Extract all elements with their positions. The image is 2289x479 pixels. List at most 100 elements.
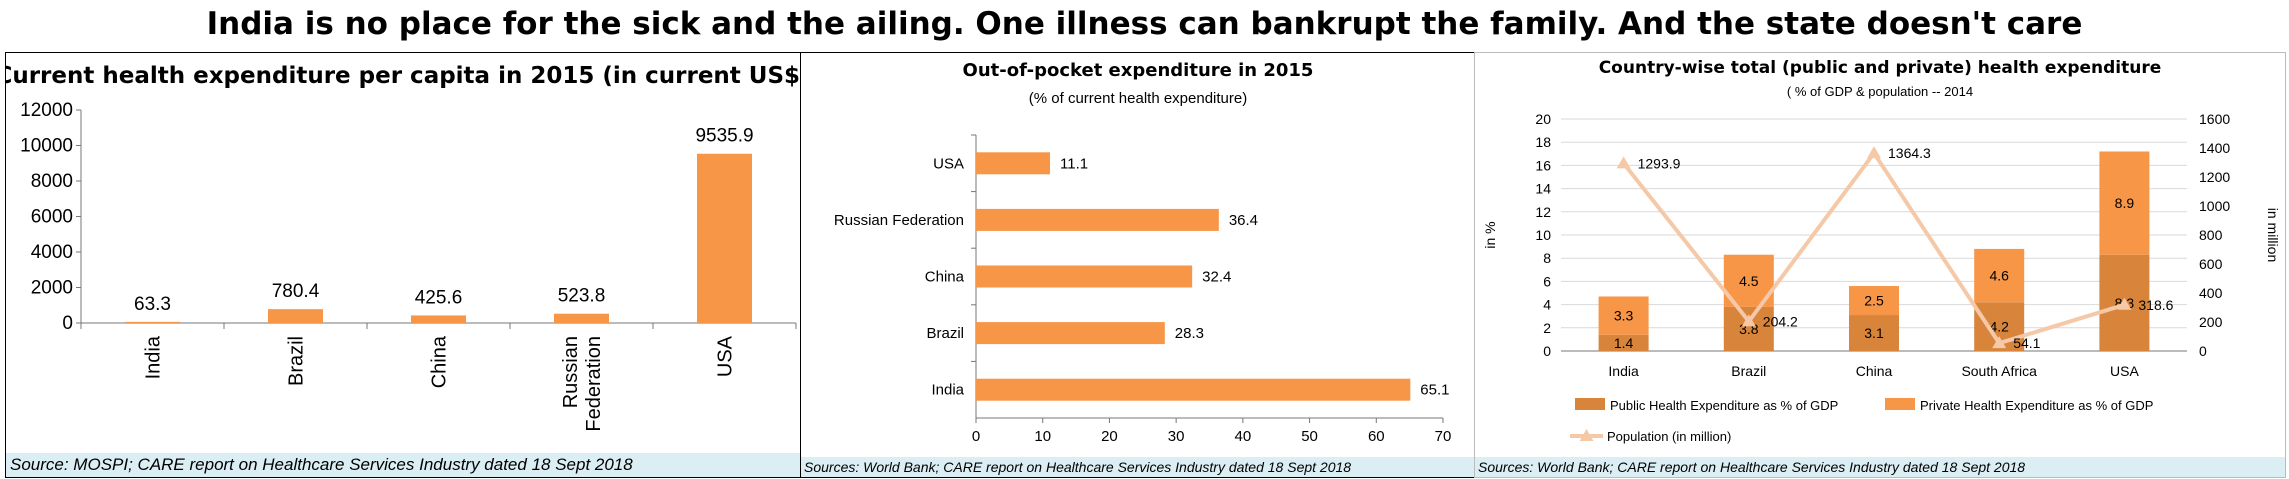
data-label: 36.4 — [1229, 212, 1258, 229]
y-tick-label: 8000 — [31, 171, 73, 192]
chart-panel-out-of-pocket: Out-of-pocket expenditure in 2015 (% of c… — [800, 52, 1476, 478]
data-label: 32.4 — [1202, 269, 1231, 286]
bar — [697, 153, 752, 323]
bar — [976, 152, 1051, 175]
x-tick-label: 70 — [1435, 428, 1452, 445]
x-tick-label: India — [1608, 363, 1639, 379]
bar — [976, 322, 1165, 345]
data-label: 425.6 — [415, 287, 463, 308]
x-tick-label: Brazil — [1731, 363, 1766, 379]
x-tick-label: 30 — [1168, 428, 1185, 445]
y-tick-label: 2000 — [31, 278, 73, 299]
data-label-population: 204.2 — [1763, 313, 1798, 329]
y2-tick-label: 400 — [2199, 285, 2223, 301]
y2-tick-label: 200 — [2199, 314, 2223, 330]
y-tick-label: 2 — [1543, 320, 1551, 336]
y-tick-label: 0 — [1543, 343, 1551, 359]
chart-country-total-expenditure: Country-wise total (public and private) … — [1482, 58, 2281, 444]
data-label-public: 3.1 — [1864, 325, 1884, 341]
chart-subtitle: (% of current health expenditure) — [1029, 90, 1247, 107]
y-tick-label: 4 — [1543, 297, 1551, 313]
legend-label-population: Population (in million) — [1607, 429, 1731, 444]
data-label: 9535.9 — [695, 126, 753, 147]
data-label-private: 8.9 — [2115, 195, 2135, 211]
bar — [411, 315, 466, 323]
x-tick-label: Federation — [583, 336, 605, 432]
source-note: Sources: World Bank; CARE report on Heal… — [801, 457, 1475, 477]
bar — [125, 321, 180, 323]
chart-panel-country-health-expenditure: Country-wise total (public and private) … — [1474, 52, 2286, 478]
data-label-population: 1293.9 — [1638, 155, 1681, 171]
data-label-private: 2.5 — [1864, 293, 1884, 309]
x-tick-label: South Africa — [1961, 363, 2037, 379]
y-tick-label: 10 — [1535, 227, 1551, 243]
x-tick-label: China — [1856, 363, 1893, 379]
x-tick-label: 40 — [1235, 428, 1252, 445]
data-label-private: 4.5 — [1739, 273, 1759, 289]
chart-panel-health-expenditure-per-capita: Current health expenditure per capita in… — [5, 52, 802, 478]
y-tick-label: India — [931, 382, 964, 399]
bar — [976, 208, 1219, 231]
chart-out-of-pocket-expenditure: Out-of-pocket expenditure in 2015 (% of c… — [834, 60, 1452, 445]
data-label-public: 4.2 — [1989, 319, 2009, 335]
y2-tick-label: 1000 — [2199, 198, 2230, 214]
legend-swatch-private — [1885, 398, 1915, 410]
y-tick-label: 8 — [1543, 250, 1551, 266]
population-marker — [1992, 336, 2007, 349]
legend-label-public: Public Health Expenditure as % of GDP — [1610, 398, 1838, 413]
y-axis-label: in % — [1482, 221, 1498, 248]
population-marker — [1741, 314, 1756, 327]
data-label-private: 4.6 — [1989, 268, 2009, 284]
data-label: 780.4 — [272, 281, 320, 302]
data-label: 65.1 — [1420, 382, 1449, 399]
y-tick-label: 6 — [1543, 273, 1551, 289]
bar-private — [1974, 248, 2025, 303]
chart-title: Current health expenditure per capita in… — [6, 63, 801, 89]
data-label: 63.3 — [134, 294, 171, 315]
x-tick-label: China — [429, 335, 451, 388]
data-label-public: 1.4 — [1614, 335, 1634, 351]
x-tick-label: 60 — [1368, 428, 1385, 445]
y-tick-label: 18 — [1535, 134, 1551, 150]
x-tick-label: USA — [2110, 363, 2139, 379]
bar — [976, 378, 1411, 401]
data-label-population: 318.6 — [2138, 297, 2173, 313]
legend-swatch-public — [1575, 398, 1605, 410]
x-tick-label: 0 — [972, 428, 980, 445]
bar — [976, 265, 1193, 288]
x-tick-label: India — [143, 335, 165, 379]
y-tick-label: China — [925, 269, 965, 286]
data-label-population: 1364.3 — [1888, 145, 1931, 161]
x-tick-label: Brazil — [286, 336, 308, 386]
x-tick-label: 50 — [1301, 428, 1318, 445]
y-tick-label: 14 — [1535, 181, 1551, 197]
source-note: Source: MOSPI; CARE report on Healthcare… — [6, 453, 801, 477]
chart-title: Country-wise total (public and private) … — [1599, 58, 2162, 78]
page-title: India is no place for the sick and the a… — [206, 6, 2083, 42]
y-tick-label: 12 — [1535, 204, 1551, 220]
chart-per-capita-expenditure: Current health expenditure per capita in… — [6, 63, 801, 432]
data-label: 523.8 — [558, 286, 606, 307]
bar — [268, 309, 323, 323]
y2-tick-label: 0 — [2199, 343, 2207, 359]
y-tick-label: 4000 — [31, 242, 73, 263]
y-tick-label: 16 — [1535, 157, 1551, 173]
data-label-private: 3.3 — [1614, 308, 1634, 324]
y-tick-label: Russian Federation — [834, 212, 964, 229]
population-marker — [2117, 297, 2132, 310]
bar-private — [2099, 151, 2150, 255]
y-tick-label: USA — [933, 155, 964, 172]
x-tick-label: 10 — [1034, 428, 1051, 445]
x-tick-label: USA — [715, 335, 737, 377]
y2-axis-label: in million — [2265, 208, 2281, 262]
legend-label-private: Private Health Expenditure as % of GDP — [1920, 398, 2153, 413]
bar-public — [1598, 334, 1649, 351]
x-tick-label: Russian — [560, 336, 582, 408]
chart-title: Out-of-pocket expenditure in 2015 — [963, 60, 1314, 81]
population-marker — [1616, 156, 1631, 169]
population-marker — [1867, 146, 1881, 159]
bar-private — [1598, 296, 1649, 335]
y-tick-label: 12000 — [20, 100, 73, 121]
y2-tick-label: 600 — [2199, 256, 2223, 272]
y-tick-label: 6000 — [31, 207, 73, 228]
